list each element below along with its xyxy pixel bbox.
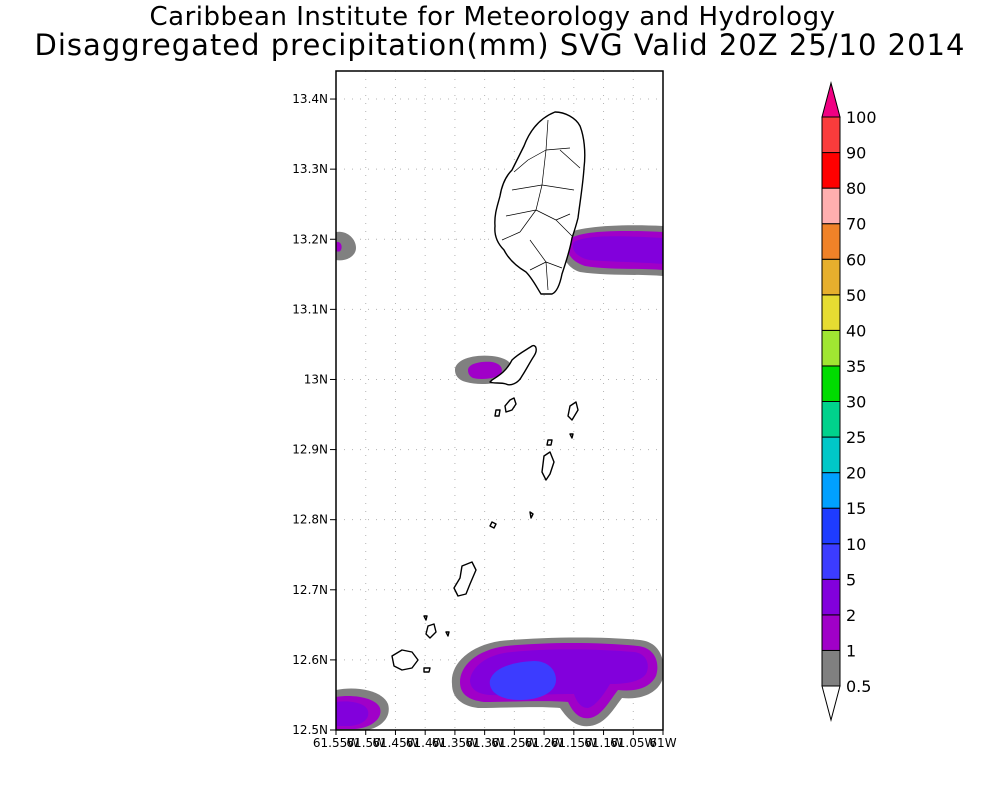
colorbar-swatch bbox=[821, 152, 841, 189]
colorbar-label: 1 bbox=[846, 641, 856, 660]
colorbar-label: 15 bbox=[846, 499, 866, 518]
lon-label: 61.3W bbox=[465, 736, 504, 750]
map-grid bbox=[336, 71, 663, 730]
island-petite-martinique bbox=[425, 623, 437, 639]
island-small-h bbox=[423, 667, 431, 673]
colorbar-label: 30 bbox=[846, 393, 866, 412]
island-st-vincent bbox=[494, 111, 586, 295]
colorbar-swatch bbox=[821, 294, 841, 331]
lon-label: 61.2W bbox=[525, 736, 564, 750]
longitude-labels: 61.55W61.5W61.45W61.4W61.35W61.3W61.25W6… bbox=[313, 730, 677, 750]
island-bequia bbox=[489, 344, 537, 386]
precip-blob-0.5 bbox=[336, 231, 356, 261]
island-grenada-north bbox=[391, 649, 419, 671]
precip-blob-1 bbox=[468, 361, 502, 379]
island-canouan bbox=[541, 451, 555, 481]
map-frame bbox=[335, 70, 664, 731]
lat-label: 13.3N bbox=[292, 162, 328, 176]
colorbar-swatch bbox=[821, 649, 841, 687]
lat-label: 13.2N bbox=[292, 232, 328, 246]
island-mustique bbox=[504, 397, 517, 413]
lon-label: 61.45W bbox=[372, 736, 418, 750]
island-small-d bbox=[569, 433, 574, 439]
precip-blob-2 bbox=[572, 236, 663, 264]
colorbar-swatch bbox=[821, 543, 841, 580]
island-small-b bbox=[567, 401, 579, 421]
lon-label: 61.55W bbox=[313, 736, 359, 750]
colorbar-swatch bbox=[821, 614, 841, 651]
colorbar-label: 90 bbox=[846, 144, 866, 163]
colorbar-label: 60 bbox=[846, 250, 866, 269]
colorbar-label: 80 bbox=[846, 179, 866, 198]
lon-label: 61.05W bbox=[610, 736, 656, 750]
lat-label: 13.4N bbox=[292, 92, 328, 106]
lon-label: 61.4W bbox=[406, 736, 445, 750]
island-carriacou bbox=[453, 561, 477, 597]
colorbar-label: 20 bbox=[846, 464, 866, 483]
colorbar-label: 25 bbox=[846, 428, 866, 447]
precip-field bbox=[336, 225, 663, 730]
colorbar-label: 5 bbox=[846, 570, 856, 589]
coastlines bbox=[391, 111, 586, 673]
island-small-i bbox=[423, 615, 428, 621]
latitude-labels: 12.5N 12.6N 12.7N 12.8N 12.9N 13N 13.1N 13.2N 13… bbox=[292, 92, 336, 737]
colorbar-high-arrow bbox=[821, 81, 841, 118]
lon-label: 61W bbox=[649, 736, 676, 750]
map-subtitle: Disaggregated precipitation(mm) SVG Vali… bbox=[34, 28, 966, 62]
colorbar-label: 100 bbox=[846, 108, 877, 127]
colorbar-swatch bbox=[821, 258, 841, 296]
colorbar-swatch bbox=[821, 223, 841, 260]
colorbar-label: 50 bbox=[846, 286, 866, 305]
colorbar-swatch bbox=[821, 436, 841, 474]
island-small-c bbox=[546, 439, 553, 446]
map-title: Caribbean Institute for Meteorology and … bbox=[149, 2, 836, 32]
colorbar-swatch bbox=[821, 116, 841, 154]
precip-blob-1 bbox=[336, 241, 342, 252]
colorbar-swatch bbox=[821, 472, 841, 509]
colorbar-label: 70 bbox=[846, 215, 866, 234]
st-vincent-rivers bbox=[501, 119, 581, 291]
colorbar-swatch bbox=[821, 365, 841, 402]
lon-label: 61.35W bbox=[432, 736, 478, 750]
colorbar-swatch bbox=[821, 507, 841, 545]
lon-label: 61.25W bbox=[491, 736, 537, 750]
lon-label: 61.1W bbox=[584, 736, 623, 750]
colorbar-label: 2 bbox=[846, 606, 856, 625]
colorbar-low-arrow bbox=[821, 685, 841, 722]
lat-label: 12.9N bbox=[292, 443, 328, 457]
island-small-g bbox=[445, 631, 450, 637]
colorbar-label: 40 bbox=[846, 321, 866, 340]
precip-blob-2 bbox=[336, 701, 369, 726]
colorbar-swatch bbox=[821, 578, 841, 616]
lat-label: 13.1N bbox=[292, 302, 328, 316]
island-small-e bbox=[489, 521, 497, 529]
colorbar-swatch bbox=[821, 329, 841, 367]
colorbar-label: 35 bbox=[846, 357, 866, 376]
island-small-f bbox=[529, 511, 534, 519]
colorbar-label: 0.5 bbox=[846, 677, 871, 696]
lon-label: 61.15W bbox=[551, 736, 597, 750]
lat-label: 12.7N bbox=[292, 583, 328, 597]
colorbar-swatch bbox=[821, 401, 841, 438]
lat-label: 12.5N bbox=[292, 723, 328, 737]
lon-label: 61.5W bbox=[346, 736, 385, 750]
lat-label: 13N bbox=[304, 372, 328, 386]
colorbar-label: 10 bbox=[846, 535, 866, 554]
lat-label: 12.6N bbox=[292, 653, 328, 667]
lat-label: 12.8N bbox=[292, 513, 328, 527]
precip-blob-5 bbox=[489, 661, 556, 700]
island-small-a bbox=[494, 409, 501, 417]
colorbar-swatch bbox=[821, 187, 841, 225]
